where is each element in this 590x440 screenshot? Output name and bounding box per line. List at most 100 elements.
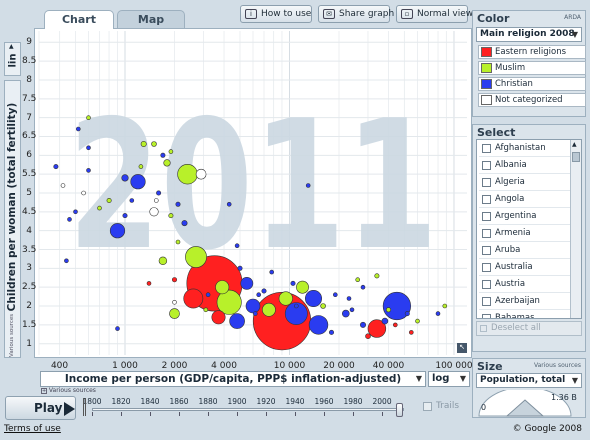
country-checkbox[interactable] bbox=[482, 280, 491, 289]
country-bubble[interactable] bbox=[205, 292, 211, 298]
country-bubble[interactable] bbox=[215, 280, 230, 295]
country-bubble[interactable] bbox=[109, 223, 126, 239]
country-bubble[interactable] bbox=[261, 302, 276, 317]
country-bubble[interactable] bbox=[229, 313, 245, 329]
country-checkbox[interactable] bbox=[482, 178, 491, 187]
legend-item[interactable]: Not categorized bbox=[478, 93, 586, 107]
country-bubble[interactable] bbox=[106, 198, 112, 204]
share-graph-button[interactable]: ✉ Share graph bbox=[318, 5, 394, 23]
country-bubble[interactable] bbox=[140, 141, 147, 148]
deselect-all-button[interactable]: Deselect all bbox=[476, 321, 582, 336]
country-bubble[interactable] bbox=[442, 303, 448, 309]
y-axis-selector[interactable]: Children per woman (total fertility) Var… bbox=[4, 80, 21, 358]
country-item[interactable]: Algeria bbox=[479, 174, 573, 191]
country-bubble[interactable] bbox=[154, 198, 159, 203]
country-bubble[interactable] bbox=[385, 307, 391, 313]
country-bubble[interactable] bbox=[146, 281, 152, 286]
tab-map[interactable]: Map bbox=[117, 10, 185, 28]
terms-of-use-link[interactable]: Terms of use bbox=[4, 424, 61, 434]
country-bubble[interactable] bbox=[261, 288, 267, 294]
tab-chart[interactable]: Chart bbox=[44, 10, 114, 29]
country-checkbox[interactable] bbox=[482, 144, 491, 153]
country-checkbox[interactable] bbox=[482, 297, 491, 306]
country-bubble[interactable] bbox=[172, 299, 177, 305]
country-bubble[interactable] bbox=[408, 330, 414, 335]
country-bubble[interactable] bbox=[290, 280, 296, 286]
country-bubble[interactable] bbox=[158, 256, 168, 266]
x-scale-selector[interactable]: log ▼ bbox=[428, 371, 470, 387]
normal-view-button[interactable]: ▫ Normal view bbox=[396, 5, 473, 23]
country-bubble[interactable] bbox=[360, 284, 366, 290]
country-bubble[interactable] bbox=[253, 311, 258, 316]
country-bubble[interactable] bbox=[53, 164, 59, 170]
country-bubble[interactable] bbox=[404, 311, 410, 317]
country-bubble[interactable] bbox=[121, 174, 129, 182]
country-bubble[interactable] bbox=[195, 168, 207, 180]
legend-item[interactable]: Eastern religions bbox=[478, 45, 586, 59]
country-bubble[interactable] bbox=[382, 291, 412, 321]
country-bubble[interactable] bbox=[86, 145, 91, 151]
size-indicator-select[interactable]: Population, total ▼ bbox=[476, 373, 582, 388]
country-bubble[interactable] bbox=[278, 291, 293, 306]
country-bubble[interactable] bbox=[240, 276, 254, 290]
country-bubble[interactable] bbox=[355, 277, 361, 282]
country-bubble[interactable] bbox=[181, 220, 188, 227]
country-item[interactable]: Australia bbox=[479, 259, 573, 276]
country-bubble[interactable] bbox=[151, 141, 157, 147]
country-checkbox[interactable] bbox=[482, 161, 491, 170]
country-checkbox[interactable] bbox=[482, 263, 491, 272]
color-indicator-select[interactable]: Main religion 2008 ▼ bbox=[476, 27, 582, 42]
country-item[interactable]: Azerbaijan bbox=[479, 293, 573, 310]
country-bubble[interactable] bbox=[115, 326, 120, 331]
country-bubble[interactable] bbox=[130, 174, 146, 190]
country-item[interactable]: Afghanistan bbox=[479, 140, 573, 157]
country-bubble[interactable] bbox=[177, 164, 198, 185]
country-bubble[interactable] bbox=[332, 292, 338, 298]
country-bubble[interactable] bbox=[60, 183, 66, 188]
country-bubble[interactable] bbox=[349, 307, 355, 313]
country-bubble[interactable] bbox=[81, 190, 86, 196]
country-bubble[interactable] bbox=[149, 207, 159, 217]
country-bubble[interactable] bbox=[168, 149, 174, 154]
country-bubble[interactable] bbox=[245, 298, 261, 314]
time-slider[interactable]: 1800 1820 1840 1860 1880 1900 1920 1940 1960 1980… bbox=[80, 394, 416, 422]
country-bubble[interactable] bbox=[163, 159, 171, 167]
country-bubble[interactable] bbox=[175, 239, 181, 245]
country-bubble[interactable] bbox=[122, 213, 128, 219]
country-bubble[interactable] bbox=[296, 280, 309, 294]
country-bubble[interactable] bbox=[346, 296, 352, 301]
country-bubble[interactable] bbox=[269, 269, 274, 275]
country-item[interactable]: Bahamas bbox=[479, 310, 573, 318]
country-bubble[interactable] bbox=[169, 308, 180, 319]
legend-item[interactable]: Christian bbox=[478, 77, 586, 91]
country-bubble[interactable] bbox=[156, 190, 162, 196]
country-bubble[interactable] bbox=[256, 292, 261, 298]
country-item[interactable]: Armenia bbox=[479, 225, 573, 242]
country-item[interactable]: Aruba bbox=[479, 242, 573, 259]
country-item[interactable]: Angola bbox=[479, 191, 573, 208]
country-bubble[interactable] bbox=[234, 243, 240, 248]
country-bubble[interactable] bbox=[175, 201, 181, 207]
country-bubble[interactable] bbox=[381, 317, 389, 325]
country-bubble[interactable] bbox=[129, 198, 135, 203]
trails-checkbox[interactable]: Trails bbox=[421, 400, 469, 414]
size-gauge[interactable] bbox=[473, 390, 587, 418]
country-bubble[interactable] bbox=[183, 288, 204, 309]
country-checkbox[interactable] bbox=[482, 212, 491, 221]
how-to-use-button[interactable]: i How to use bbox=[240, 5, 312, 23]
country-bubble[interactable] bbox=[359, 321, 366, 328]
x-axis-selector[interactable]: Income per person (GDP/capita, PPP$ infl… bbox=[40, 371, 426, 387]
country-bubble[interactable] bbox=[237, 265, 243, 271]
country-bubble[interactable] bbox=[341, 309, 350, 318]
country-bubble[interactable] bbox=[284, 302, 308, 326]
country-item[interactable]: Argentina bbox=[479, 208, 573, 225]
zoom-corner-icon[interactable]: ↖ bbox=[457, 343, 467, 353]
country-checkbox[interactable] bbox=[482, 195, 491, 204]
country-checkbox[interactable] bbox=[482, 314, 491, 318]
legend-item[interactable]: Muslim bbox=[478, 61, 586, 75]
country-bubble[interactable] bbox=[365, 333, 371, 340]
country-checkbox[interactable] bbox=[482, 246, 491, 255]
country-bubble[interactable] bbox=[168, 213, 174, 219]
country-bubble[interactable] bbox=[86, 115, 91, 120]
country-bubble[interactable] bbox=[75, 126, 81, 132]
